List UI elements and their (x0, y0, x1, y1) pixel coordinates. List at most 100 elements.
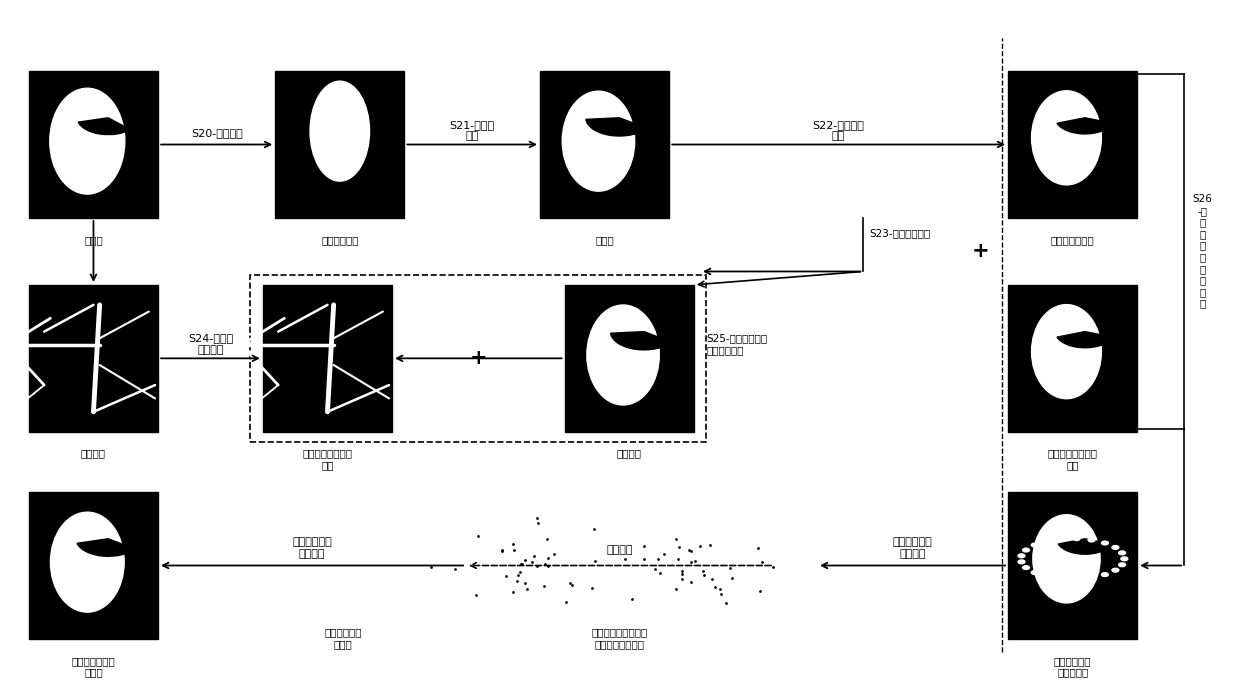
Bar (263, 285, 392, 432)
Circle shape (1058, 577, 1065, 580)
Point (503, 538, 523, 549)
Point (672, 566, 692, 577)
Point (492, 545, 512, 556)
Point (538, 561, 558, 572)
Text: S20-抹除血管: S20-抹除血管 (191, 128, 243, 138)
Point (748, 542, 768, 553)
Text: S22-搜索径向
色差: S22-搜索径向 色差 (812, 120, 864, 141)
Point (538, 552, 558, 563)
Text: +: + (972, 241, 990, 262)
Point (582, 582, 601, 593)
Circle shape (1112, 569, 1118, 572)
Point (763, 562, 782, 573)
Bar (1008, 285, 1137, 432)
Wedge shape (1058, 539, 1112, 554)
Point (511, 566, 531, 577)
Point (560, 577, 580, 588)
Point (650, 567, 670, 578)
Point (466, 590, 486, 601)
Circle shape (1043, 575, 1050, 578)
Point (684, 556, 704, 567)
Text: S26
-曲
线
拟
合
获
得
视
杯
线: S26 -曲 线 拟 合 获 得 视 杯 线 (1193, 195, 1213, 309)
Point (672, 574, 692, 585)
Text: 无血管眼底照: 无血管眼底照 (321, 235, 358, 245)
Point (750, 586, 770, 597)
Point (666, 534, 686, 545)
Text: 曲线拟合: 曲线拟合 (606, 545, 634, 556)
Bar (250, 275, 707, 442)
Point (689, 540, 709, 551)
Point (622, 594, 642, 605)
Circle shape (1032, 543, 1038, 547)
Circle shape (1023, 548, 1029, 552)
Point (508, 570, 528, 581)
Point (672, 569, 692, 580)
Circle shape (1043, 540, 1050, 543)
Point (645, 564, 665, 575)
Text: 极坐标转换为
直角坐标: 极坐标转换为 直角坐标 (293, 537, 332, 559)
Bar (564, 285, 694, 432)
Ellipse shape (562, 91, 635, 191)
Point (505, 545, 525, 556)
Point (635, 540, 655, 551)
Bar (1008, 492, 1137, 639)
Ellipse shape (1032, 305, 1101, 399)
Point (557, 597, 577, 608)
Point (585, 555, 605, 566)
Point (420, 562, 440, 573)
Ellipse shape (1033, 514, 1100, 603)
Ellipse shape (310, 81, 370, 181)
Circle shape (1112, 545, 1118, 549)
Bar (275, 71, 404, 218)
Text: 提取血管: 提取血管 (81, 449, 105, 458)
Point (715, 598, 735, 609)
Circle shape (1073, 537, 1080, 540)
Point (668, 541, 688, 552)
Ellipse shape (587, 305, 660, 405)
Point (681, 546, 701, 557)
Text: 直角坐标转换为极
坐标: 直角坐标转换为极 坐标 (1048, 449, 1097, 470)
Point (712, 588, 732, 599)
Text: 色差信息点和
血管弯曲点: 色差信息点和 血管弯曲点 (1054, 656, 1091, 677)
Text: +: + (470, 349, 487, 369)
Point (668, 553, 688, 564)
Wedge shape (78, 118, 130, 135)
Point (723, 573, 743, 584)
Ellipse shape (1032, 91, 1101, 185)
Wedge shape (585, 118, 647, 136)
Circle shape (1032, 571, 1038, 575)
Point (649, 553, 668, 564)
Circle shape (1018, 560, 1025, 564)
Text: 极坐标系下的色差信
息点和血管弯曲点: 极坐标系下的色差信 息点和血管弯曲点 (591, 627, 649, 649)
Point (562, 579, 582, 590)
Point (492, 545, 512, 556)
Point (681, 576, 701, 587)
Text: 直角坐标系下的
视杯线: 直角坐标系下的 视杯线 (72, 656, 115, 677)
Text: 直角坐标转换
为极坐标: 直角坐标转换 为极坐标 (893, 537, 932, 559)
Circle shape (1118, 551, 1126, 555)
Point (537, 533, 557, 544)
Wedge shape (610, 332, 672, 350)
Wedge shape (77, 539, 135, 556)
Point (694, 569, 714, 580)
Circle shape (1018, 554, 1025, 558)
Circle shape (1073, 577, 1080, 581)
Point (503, 587, 523, 598)
Point (720, 562, 740, 573)
Point (527, 560, 547, 571)
Ellipse shape (51, 512, 124, 612)
Text: 眼底照: 眼底照 (84, 235, 103, 245)
Circle shape (1101, 541, 1109, 545)
Text: S25-提取搜索区域
的血管弯曲点: S25-提取搜索区域 的血管弯曲点 (707, 334, 768, 355)
Bar (29, 492, 159, 639)
Point (511, 558, 531, 569)
Point (655, 548, 675, 559)
Point (706, 582, 725, 593)
Point (507, 575, 527, 586)
Circle shape (1058, 537, 1065, 541)
Circle shape (1118, 563, 1126, 566)
Point (512, 559, 532, 570)
Circle shape (1087, 576, 1095, 580)
Point (534, 580, 554, 591)
Point (699, 540, 719, 551)
